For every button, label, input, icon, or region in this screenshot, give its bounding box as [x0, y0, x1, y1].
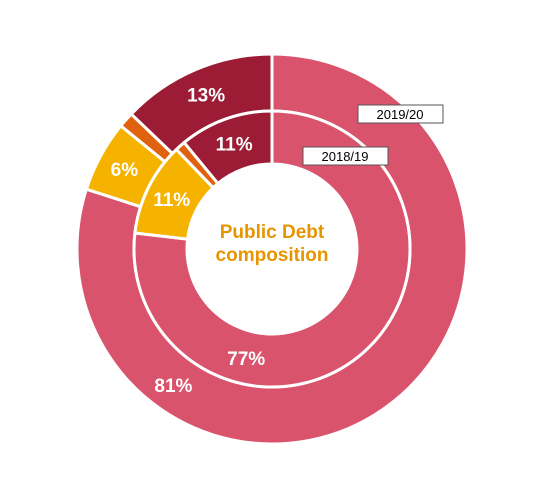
inner-ring-slice-1-label: 11%: [153, 190, 190, 211]
outer-ring-slice-0-label: 81%: [154, 376, 192, 397]
inner-ring-slice-3: [182, 109, 274, 185]
outer-ring-slice-3-label: 13%: [187, 85, 225, 106]
inner-ring-slice-3-label: 11%: [216, 135, 253, 156]
center-title-line-2: composition: [216, 245, 329, 266]
inner-ring-slice-0: [132, 109, 412, 389]
outer-ring-label: 2019/20: [357, 104, 444, 124]
outer-ring-label-text: 2019/20: [377, 107, 424, 122]
inner-ring-2018-19: [132, 109, 412, 389]
inner-ring-label-text: 2018/19: [322, 149, 369, 164]
center-title-line-1: Public Debt: [220, 222, 325, 243]
slice-labels: 81% 6% 13% 77% 11% 11%: [111, 85, 266, 397]
inner-ring-label: 2018/19: [302, 146, 389, 166]
outer-ring-slice-1-label: 6%: [111, 160, 139, 181]
inner-ring-slice-0-label: 77%: [227, 349, 265, 370]
